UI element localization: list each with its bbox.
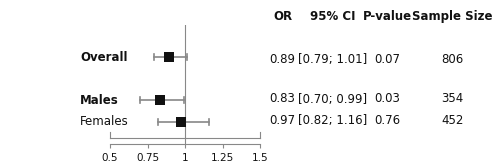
Text: 0.03: 0.03 xyxy=(374,93,400,105)
Text: 0.89: 0.89 xyxy=(270,53,295,66)
Text: 452: 452 xyxy=(442,114,464,127)
Text: 0.76: 0.76 xyxy=(374,114,400,127)
Text: [0.79; 1.01]: [0.79; 1.01] xyxy=(298,53,367,66)
Text: Sample Size: Sample Size xyxy=(412,10,493,23)
Text: Males: Males xyxy=(80,94,119,107)
Text: 806: 806 xyxy=(442,53,464,66)
Text: 354: 354 xyxy=(442,93,464,105)
Text: P-value: P-value xyxy=(363,10,412,23)
Text: Overall: Overall xyxy=(80,51,128,64)
Text: [0.82; 1.16]: [0.82; 1.16] xyxy=(298,114,367,127)
Text: Females: Females xyxy=(80,115,129,128)
Text: [0.70; 0.99]: [0.70; 0.99] xyxy=(298,93,367,105)
Text: 95% CI: 95% CI xyxy=(310,10,355,23)
Text: 0.97: 0.97 xyxy=(270,114,295,127)
Text: 0.07: 0.07 xyxy=(374,53,400,66)
Text: OR: OR xyxy=(273,10,292,23)
Text: 0.83: 0.83 xyxy=(270,93,295,105)
